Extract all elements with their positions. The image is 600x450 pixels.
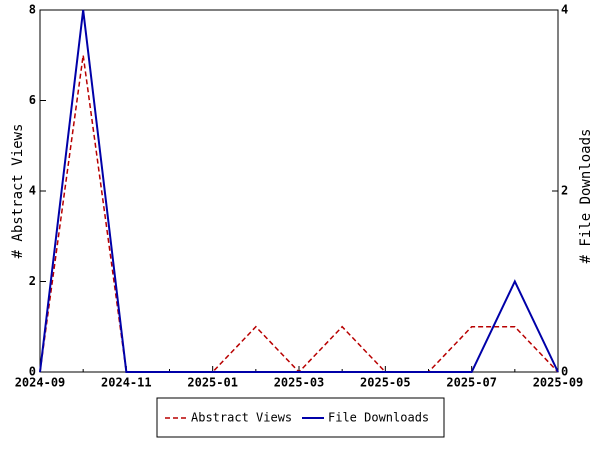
y-tick-label: 0: [29, 365, 36, 379]
legend-label: Abstract Views: [191, 411, 292, 425]
y-tick-label: 8: [29, 3, 36, 17]
legend-label: File Downloads: [328, 411, 429, 425]
series-line: [39, 9, 559, 373]
y-tick-label: 6: [29, 93, 36, 107]
y2-axis-title: # File Downloads: [578, 129, 594, 264]
x-tick-label: 2024-09: [15, 376, 66, 390]
x-tick-label: 2025-09: [533, 376, 584, 390]
y2-tick-label: 0: [561, 365, 568, 379]
legend-box: [156, 397, 445, 438]
y-tick-label: 2: [29, 274, 36, 288]
x-tick-label: 2025-01: [187, 376, 238, 390]
x-tick-label: 2025-05: [360, 376, 411, 390]
y2-tick-label: 2: [561, 184, 568, 198]
y-tick-label: 4: [29, 184, 36, 198]
x-tick-label: 2025-03: [274, 376, 325, 390]
y-axis-title: # Abstract Views: [10, 124, 26, 259]
x-tick-label: 2024-11: [101, 376, 152, 390]
x-tick-label: 2025-07: [446, 376, 497, 390]
y2-tick-label: 4: [561, 3, 568, 17]
